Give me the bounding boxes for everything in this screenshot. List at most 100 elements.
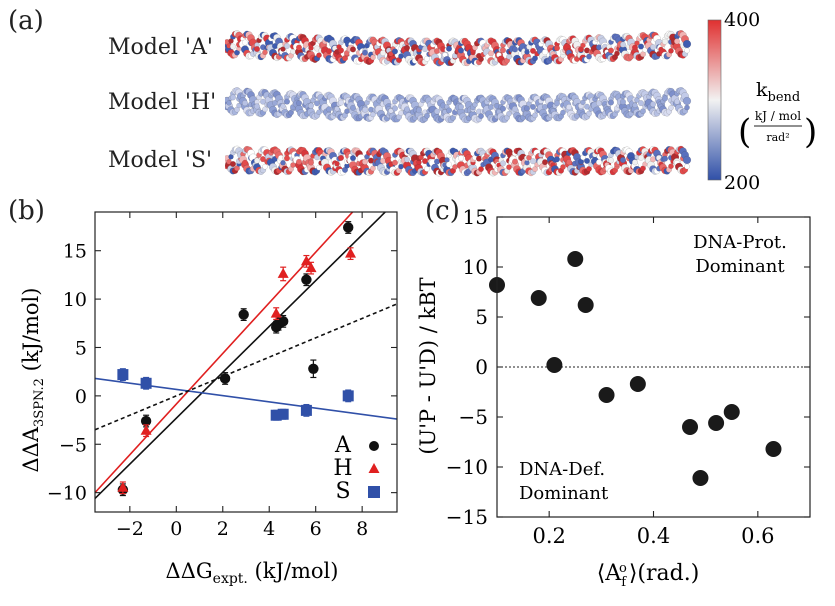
chart-c-point xyxy=(708,415,725,431)
chart-c-point xyxy=(682,419,699,435)
dna-bead xyxy=(632,159,639,166)
dna-bead xyxy=(433,158,440,165)
marker xyxy=(300,404,312,416)
dna-bead xyxy=(398,53,404,59)
chart-b-point-h xyxy=(117,481,129,495)
colorbar-quantity: kbend xyxy=(756,79,800,105)
chart-b-point-s xyxy=(140,376,152,390)
dna-bead xyxy=(445,161,452,168)
chart-b-x-tick-label: −2 xyxy=(116,518,144,540)
dna-bead xyxy=(650,101,657,108)
dna-bead xyxy=(242,159,249,166)
dna-bead xyxy=(620,41,627,48)
dna-bead xyxy=(361,49,368,56)
dna-bead xyxy=(478,113,484,120)
dna-helix-renderings xyxy=(225,30,692,177)
colorbar-unit-open-paren: ( xyxy=(738,112,751,152)
chart-b-y-axis-label: ΔΔA3SPN.2 (kJ/mol) xyxy=(19,288,47,473)
dna-bead xyxy=(634,40,640,46)
dna-bead xyxy=(620,98,627,105)
chart-b-point-a xyxy=(238,308,249,321)
chart-b-point-s xyxy=(117,368,129,381)
chart-c-y-tick-label: −5 xyxy=(459,405,488,429)
chart-b-legend-marker xyxy=(368,463,380,473)
dna-bead xyxy=(337,154,344,161)
chart-b-fit-line-h xyxy=(95,212,354,494)
dna-bead xyxy=(682,155,692,165)
chart-b-x-tick-label: 6 xyxy=(310,518,322,540)
dna-bead xyxy=(254,103,261,110)
marker xyxy=(342,390,354,402)
dna-bead xyxy=(337,47,344,54)
dna-bead xyxy=(512,158,519,165)
marker xyxy=(308,363,319,374)
colorbar-gradient xyxy=(707,19,722,181)
marker xyxy=(140,415,152,427)
dna-bead xyxy=(500,160,507,167)
chart-b-x-axis-label: ΔΔGexpt. (kJ/mol) xyxy=(166,559,339,587)
chart-b-point-a xyxy=(343,221,354,234)
marker xyxy=(270,307,282,318)
dna-bead xyxy=(554,45,561,52)
marker xyxy=(238,309,249,320)
dna-bead xyxy=(229,94,236,101)
dna-bead xyxy=(325,48,332,55)
dna-bead xyxy=(334,106,340,112)
dna-bead xyxy=(632,102,638,109)
marker xyxy=(140,424,152,435)
dna-bead xyxy=(349,46,356,53)
marker xyxy=(345,247,357,258)
marker xyxy=(117,369,129,381)
dna-bead xyxy=(445,45,452,52)
dna-bead xyxy=(433,108,440,115)
dna-bead xyxy=(608,99,615,106)
dna-bead xyxy=(361,106,368,113)
dna-bead xyxy=(614,50,620,57)
dna-bead xyxy=(638,100,645,107)
dna-bead xyxy=(284,98,291,105)
dna-bead xyxy=(403,44,410,51)
chart-c-point xyxy=(629,376,646,392)
dna-bead xyxy=(229,43,236,50)
model-h-label: Model 'H' xyxy=(108,90,217,115)
dna-bead xyxy=(512,46,519,53)
colorbar-unit-close-paren: ) xyxy=(804,112,817,152)
dna-bead xyxy=(457,154,464,161)
chart-c-y-tick-label: −15 xyxy=(446,505,488,529)
chart-c-point xyxy=(546,357,563,373)
dna-bead xyxy=(313,100,320,107)
chart-b-legend-label-s: S xyxy=(335,479,350,504)
marker xyxy=(305,262,317,273)
dna-bead xyxy=(379,49,386,56)
marker xyxy=(277,316,289,327)
dna-bead xyxy=(640,108,646,115)
dna-bead xyxy=(674,38,681,45)
chart-c-x-tick-label: 0.4 xyxy=(637,524,670,548)
dna-bead xyxy=(542,49,549,56)
dna-bead xyxy=(512,105,519,112)
dna-bead xyxy=(370,54,376,61)
dna-bead xyxy=(398,110,404,116)
dna-bead xyxy=(334,161,340,167)
chart-c-point xyxy=(723,404,740,420)
chart-b-legend-label-h: H xyxy=(333,456,352,481)
panel-a-label: (a) xyxy=(8,6,44,36)
chart-c: 0.2 0.4 0.6 −15 −10 −5 0 5 10 15 DNA-Prot. Dominan… xyxy=(416,205,811,590)
chart-b-point-a xyxy=(277,314,289,328)
dna-bead xyxy=(638,154,645,161)
dna-bead xyxy=(530,47,537,54)
panel-c-label: (c) xyxy=(425,196,460,226)
marker xyxy=(343,222,354,233)
dna-bead xyxy=(370,165,376,172)
dna-bead xyxy=(682,39,692,49)
dna-bead xyxy=(584,103,591,110)
dna-bead xyxy=(608,157,615,164)
dna-bead xyxy=(608,47,615,54)
chart-c-point xyxy=(765,441,782,457)
dna-bead xyxy=(391,105,398,112)
chart-b-y-tick-label: 5 xyxy=(75,337,87,359)
dna-bead xyxy=(421,158,428,165)
dna-helix-model-h xyxy=(225,86,692,124)
chart-b-point-a xyxy=(140,414,152,428)
chart-c-y-tick-label: 0 xyxy=(475,355,488,379)
